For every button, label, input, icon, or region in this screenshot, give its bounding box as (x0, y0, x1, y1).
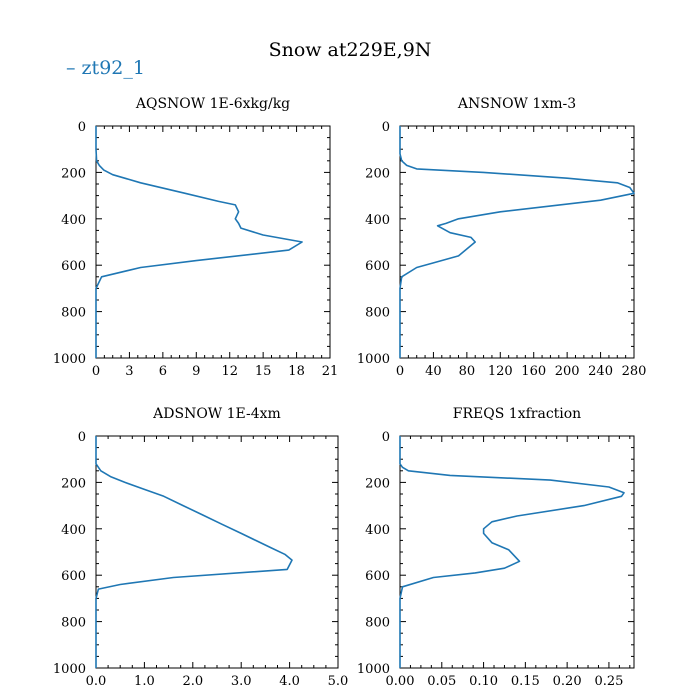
legend-entry: – zt92_1 (66, 57, 145, 79)
adsnow-ytick-label: 400 (61, 523, 86, 538)
adsnow-ytick-label: 1000 (53, 662, 86, 677)
adsnow-ytick-label: 800 (61, 616, 86, 631)
ansnow-xtick-label: 200 (555, 364, 580, 379)
ansnow-title: ANSNOW 1xm-3 (457, 96, 576, 112)
adsnow-ytick-label: 200 (61, 476, 86, 491)
freqs-xtick-label: 0.20 (553, 674, 582, 689)
freqs-series-line (399, 436, 625, 668)
ansnow-frame (399, 125, 635, 359)
aqsnow-xtick-label: 9 (192, 364, 200, 379)
freqs-title: FREQS 1xfraction (453, 406, 581, 422)
adsnow-xtick-label: 0.0 (86, 674, 107, 689)
freqs-xtick-label: 0.15 (511, 674, 540, 689)
ansnow-ytick-label: 600 (365, 259, 390, 274)
ansnow-ytick-label: 0 (382, 120, 390, 135)
aqsnow-ytick-label: 800 (61, 306, 86, 321)
aqsnow-xtick-label: 21 (322, 364, 339, 379)
ansnow-ytick-label: 800 (365, 306, 390, 321)
adsnow-xtick-label: 3.0 (231, 674, 252, 689)
aqsnow-ytick-label: 0 (78, 120, 86, 135)
legend-dash: – (66, 57, 82, 79)
aqsnow-ytick-label: 1000 (53, 352, 86, 367)
adsnow-xtick-label: 5.0 (328, 674, 349, 689)
freqs-ytick-label: 0 (382, 430, 390, 445)
freqs-ytick-label: 200 (365, 476, 390, 491)
freqs-frame (399, 435, 635, 669)
adsnow-title: ADSNOW 1E-4xm (152, 406, 281, 422)
ansnow-xtick-label: 0 (396, 364, 404, 379)
freqs-ytick-label: 600 (365, 569, 390, 584)
aqsnow-ytick-label: 600 (61, 259, 86, 274)
freqs-xtick-label: 0.05 (427, 674, 456, 689)
ansnow-xtick-label: 240 (588, 364, 613, 379)
freqs-panel: FREQS 1xfraction 0.00 0.05 0.10 0.15 0.20 0.25… (357, 406, 635, 689)
ansnow-xtick-label: 120 (488, 364, 513, 379)
adsnow-panel: ADSNOW 1E-4xm 0.0 1.0 2.0 3.0 4.0 5.0 0 200 400 60… (53, 406, 348, 689)
aqsnow-title: AQSNOW 1E-6xkg/kg (135, 96, 290, 112)
adsnow-frame (95, 435, 339, 669)
ansnow-series-line (399, 126, 635, 358)
adsnow-xtick-label: 4.0 (279, 674, 300, 689)
aqsnow-series-line (95, 126, 303, 358)
ansnow-ytick-label: 400 (365, 213, 390, 228)
freqs-xtick-label: 0.25 (594, 674, 623, 689)
aqsnow-ytick-label: 200 (61, 166, 86, 181)
aqsnow-xtick-label: 18 (288, 364, 305, 379)
freqs-ytick-label: 400 (365, 523, 390, 538)
panels: AQSNOW 1E-6xkg/kg0 3 6 9 12 15 18 2102004006008… (53, 96, 647, 689)
ansnow-xtick-label: 280 (622, 364, 647, 379)
aqsnow-panel: AQSNOW 1E-6xkg/kg 0 3 6 9 12 15 18 21 0 200 400 600 8… (53, 96, 338, 379)
ansnow-ytick-label: 200 (365, 166, 390, 181)
ansnow-ytick-label: 1000 (357, 352, 390, 367)
adsnow-xtick-label: 1.0 (134, 674, 155, 689)
adsnow-ytick-label: 0 (78, 430, 86, 445)
ansnow-xtick-label: 160 (521, 364, 546, 379)
aqsnow-xtick-label: 0 (92, 364, 100, 379)
adsnow-xtick-label: 2.0 (182, 674, 203, 689)
aqsnow-xtick-label: 15 (255, 364, 272, 379)
ansnow-xtick-label: 40 (425, 364, 442, 379)
ansnow-panel: ANSNOW 1xm-3 0 40 80 120 160 200 240 280 0 200 400 6… (357, 96, 647, 379)
freqs-ytick-label: 1000 (357, 662, 390, 677)
adsnow-ytick-label: 600 (61, 569, 86, 584)
aqsnow-ytick-label: 400 (61, 213, 86, 228)
aqsnow-xtick-label: 12 (221, 364, 238, 379)
aqsnow-xtick-label: 3 (125, 364, 133, 379)
aqsnow-xtick-label: 6 (159, 364, 167, 379)
adsnow-series-line (95, 436, 293, 668)
aqsnow-frame (95, 125, 331, 359)
freqs-xtick-label: 0.10 (469, 674, 498, 689)
legend-label: zt92_1 (82, 57, 145, 79)
freqs-xtick-label: 0.00 (386, 674, 415, 689)
ansnow-xtick-label: 80 (459, 364, 476, 379)
figure-title: Snow at229E,9N (269, 39, 432, 61)
freqs-ytick-label: 800 (365, 616, 390, 631)
